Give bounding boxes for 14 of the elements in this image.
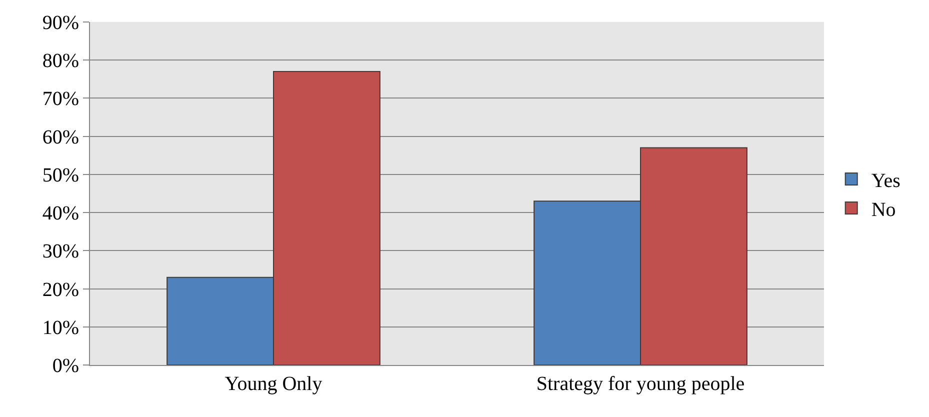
legend-label: No [871, 198, 896, 221]
y-tick-label: 90% [42, 12, 79, 34]
x-tick-label: Young Only [224, 373, 322, 395]
y-tick-label: 70% [42, 88, 79, 110]
y-tick-label: 50% [42, 164, 79, 186]
legend-label: Yes [871, 170, 901, 192]
x-tick-label: Strategy for young people [536, 373, 745, 395]
y-tick-label: 80% [42, 50, 79, 72]
y-tick-label: 10% [42, 316, 79, 339]
y-tick-label: 0% [52, 355, 79, 377]
y-tick-label: 40% [42, 202, 79, 225]
y-tick-label: 60% [42, 126, 79, 148]
y-tick-label: 20% [42, 278, 79, 301]
y-tick-label: 30% [42, 240, 79, 263]
